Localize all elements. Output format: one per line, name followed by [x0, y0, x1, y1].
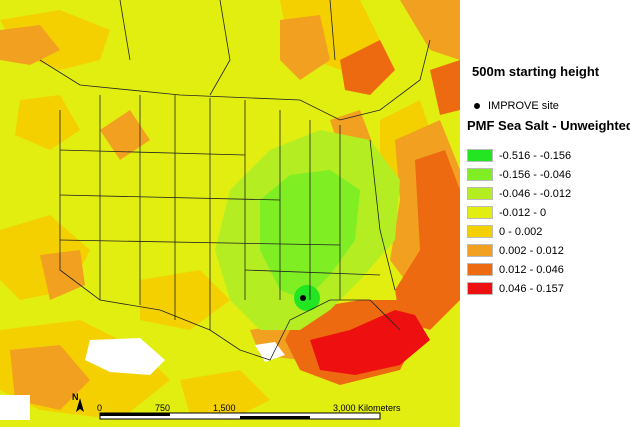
site-legend: IMPROVE site — [474, 100, 559, 112]
scale-label-3000: 3,000 Kilometers — [333, 403, 401, 413]
legend-label: -0.046 - -0.012 — [499, 187, 572, 200]
positive-max-areas — [310, 310, 430, 375]
legend-row: 0 - 0.002 — [467, 222, 571, 241]
legend-label: -0.516 - -0.156 — [499, 149, 572, 162]
negative-high-areas — [294, 285, 320, 311]
site-dot-icon — [474, 103, 480, 109]
legend-swatch — [467, 187, 493, 200]
north-label: N — [72, 392, 79, 402]
legend-row: -0.516 - -0.156 — [467, 146, 571, 165]
site-label: IMPROVE site — [488, 100, 559, 112]
north-arrow-icon — [76, 398, 84, 412]
height-title: 500m starting height — [472, 64, 600, 79]
legend-row: -0.156 - -0.046 — [467, 165, 571, 184]
legend-swatch — [467, 263, 493, 276]
legend-swatch — [467, 149, 493, 162]
legend-swatch — [467, 225, 493, 238]
pmf-map — [0, 0, 460, 427]
legend-row: 0.002 - 0.012 — [467, 241, 571, 260]
scale-bar — [99, 412, 381, 420]
legend-list: -0.516 - -0.156 -0.156 - -0.046 -0.046 - -… — [467, 146, 571, 298]
legend-label: 0.002 - 0.012 — [499, 244, 564, 257]
legend-swatch — [467, 244, 493, 257]
legend-title: PMF Sea Salt - Unweighted — [467, 118, 630, 133]
legend-swatch — [467, 282, 493, 295]
legend-label: 0 - 0.002 — [499, 225, 543, 238]
scale-label-750: 750 — [155, 403, 171, 413]
legend-swatch — [467, 206, 493, 219]
legend-swatch — [467, 168, 493, 181]
legend-panel: 500m starting height IMPROVE site PMF Se… — [460, 0, 630, 427]
legend-row: -0.012 - 0 — [467, 203, 571, 222]
scale-label-1500: 1,500 — [213, 403, 236, 413]
scale-label-0: 0 — [97, 403, 103, 413]
improve-site-marker — [300, 295, 306, 301]
no-data-areas — [0, 338, 285, 420]
legend-label: 0.012 - 0.046 — [499, 263, 564, 276]
legend-row: 0.012 - 0.046 — [467, 260, 571, 279]
legend-label: 0.046 - 0.157 — [499, 282, 564, 295]
boundaries — [39, 0, 431, 361]
legend-label: -0.156 - -0.046 — [499, 168, 572, 181]
legend-row: 0.046 - 0.157 — [467, 279, 571, 298]
legend-label: -0.012 - 0 — [499, 206, 547, 219]
legend-row: -0.046 - -0.012 — [467, 184, 571, 203]
